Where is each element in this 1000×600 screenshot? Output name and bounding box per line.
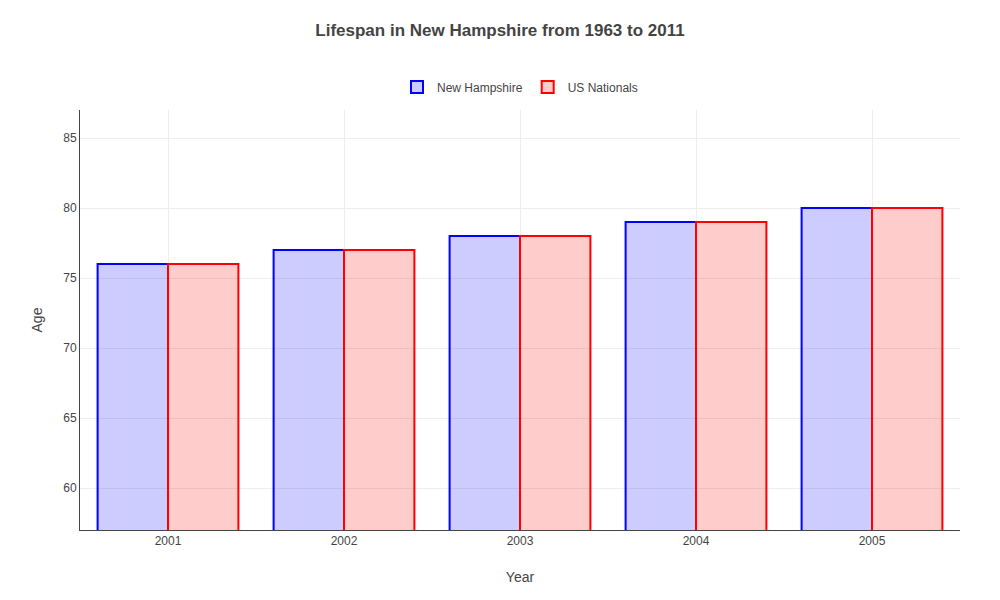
svg-text:2005: 2005: [859, 534, 886, 548]
svg-text:65: 65: [63, 411, 77, 425]
svg-text:New Hampshire: New Hampshire: [437, 81, 523, 95]
svg-text:2001: 2001: [155, 534, 182, 548]
svg-text:70: 70: [63, 341, 77, 355]
svg-text:80: 80: [63, 201, 77, 215]
svg-text:Year: Year: [506, 569, 535, 585]
svg-text:2004: 2004: [683, 534, 710, 548]
svg-text:US Nationals: US Nationals: [568, 81, 638, 95]
svg-text:2003: 2003: [507, 534, 534, 548]
svg-text:2002: 2002: [331, 534, 358, 548]
svg-text:Age: Age: [29, 307, 45, 332]
svg-text:85: 85: [63, 131, 77, 145]
svg-text:75: 75: [63, 271, 77, 285]
svg-text:60: 60: [63, 481, 77, 495]
svg-text:Lifespan in New Hampshire from: Lifespan in New Hampshire from 1963 to 2…: [315, 21, 684, 40]
